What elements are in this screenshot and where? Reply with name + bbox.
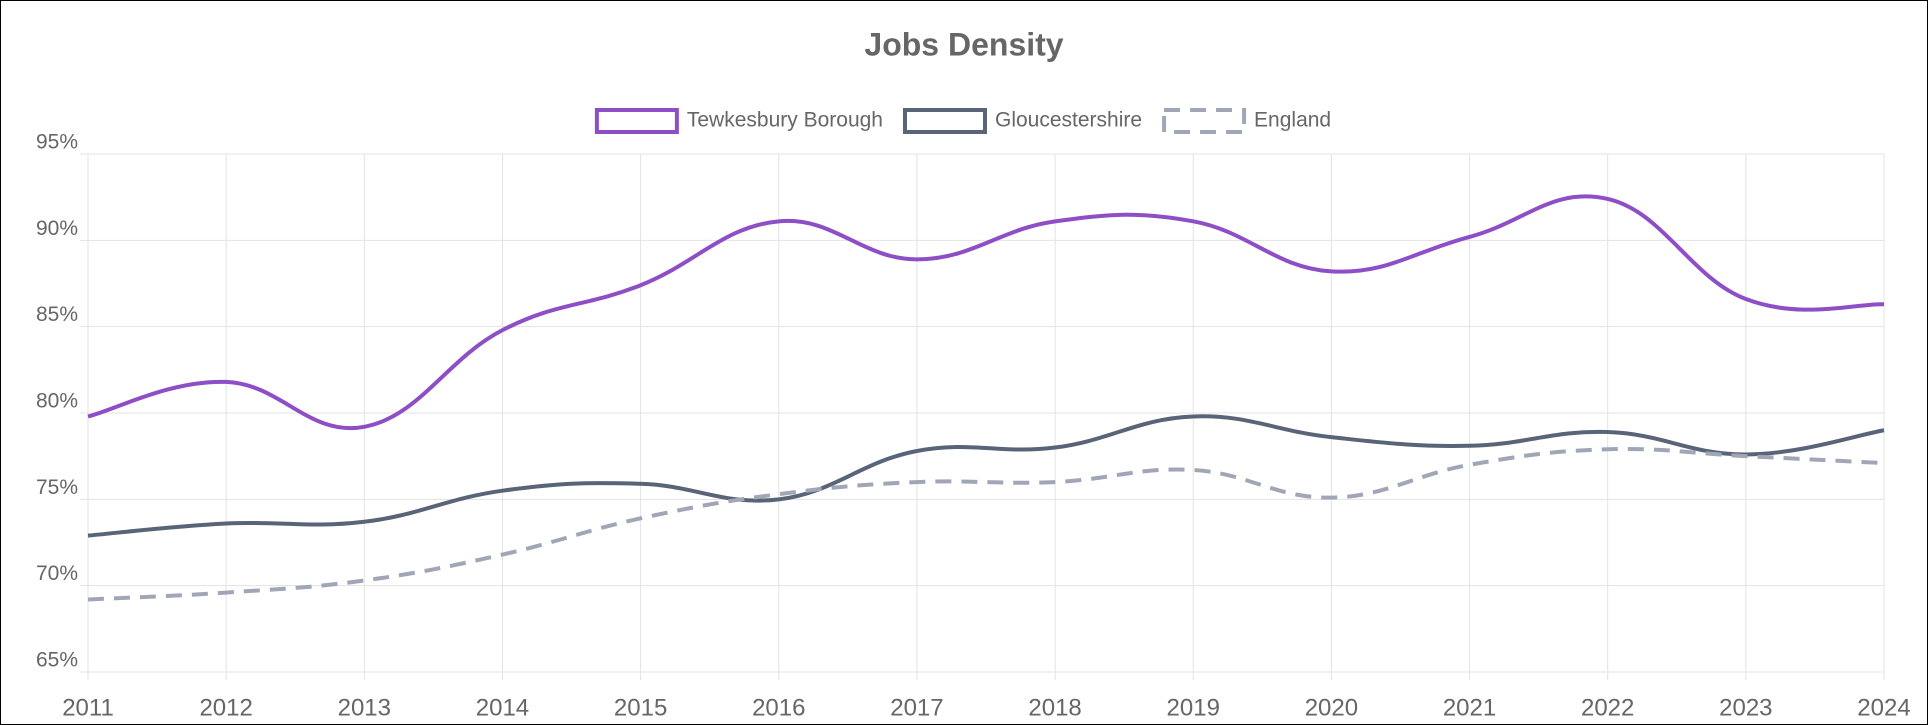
x-tick-label: 2024 — [1857, 694, 1910, 721]
x-tick-label: 2011 — [62, 694, 114, 721]
series-line — [87, 446, 1885, 602]
y-tick-label: 75% — [36, 476, 78, 499]
legend-label: Gloucestershire — [995, 109, 1142, 132]
y-tick-label: 70% — [36, 562, 78, 585]
x-tick-label: 2022 — [1581, 694, 1634, 721]
legend-swatch — [594, 108, 679, 134]
y-tick-label: 95% — [36, 131, 78, 154]
legend-swatch — [1162, 108, 1247, 134]
x-tick-label: 2020 — [1305, 694, 1358, 721]
y-tick-label: 80% — [36, 390, 78, 413]
y-tick-label: 85% — [36, 303, 78, 326]
x-tick-label: 2016 — [752, 694, 805, 721]
x-tick-label: 2018 — [1028, 694, 1081, 721]
x-tick-label: 2013 — [338, 694, 391, 721]
series-line — [87, 414, 1885, 538]
x-tick-label: 2021 — [1443, 694, 1496, 721]
y-tick-label: 90% — [36, 217, 78, 240]
legend-swatch — [902, 108, 987, 134]
series-line — [87, 194, 1885, 431]
x-tick-label: 2014 — [476, 694, 529, 721]
x-tick-label: 2015 — [614, 694, 667, 721]
legend-label: Tewkesbury Borough — [687, 109, 883, 132]
y-tick-label: 65% — [36, 649, 78, 672]
x-tick-label: 2023 — [1719, 694, 1772, 721]
legend-label: England — [1254, 109, 1331, 132]
x-tick-label: 2012 — [199, 694, 252, 721]
chart-title: Jobs Density — [864, 26, 1063, 62]
x-tick-label: 2017 — [890, 694, 943, 721]
x-tick-label: 2019 — [1167, 694, 1220, 721]
